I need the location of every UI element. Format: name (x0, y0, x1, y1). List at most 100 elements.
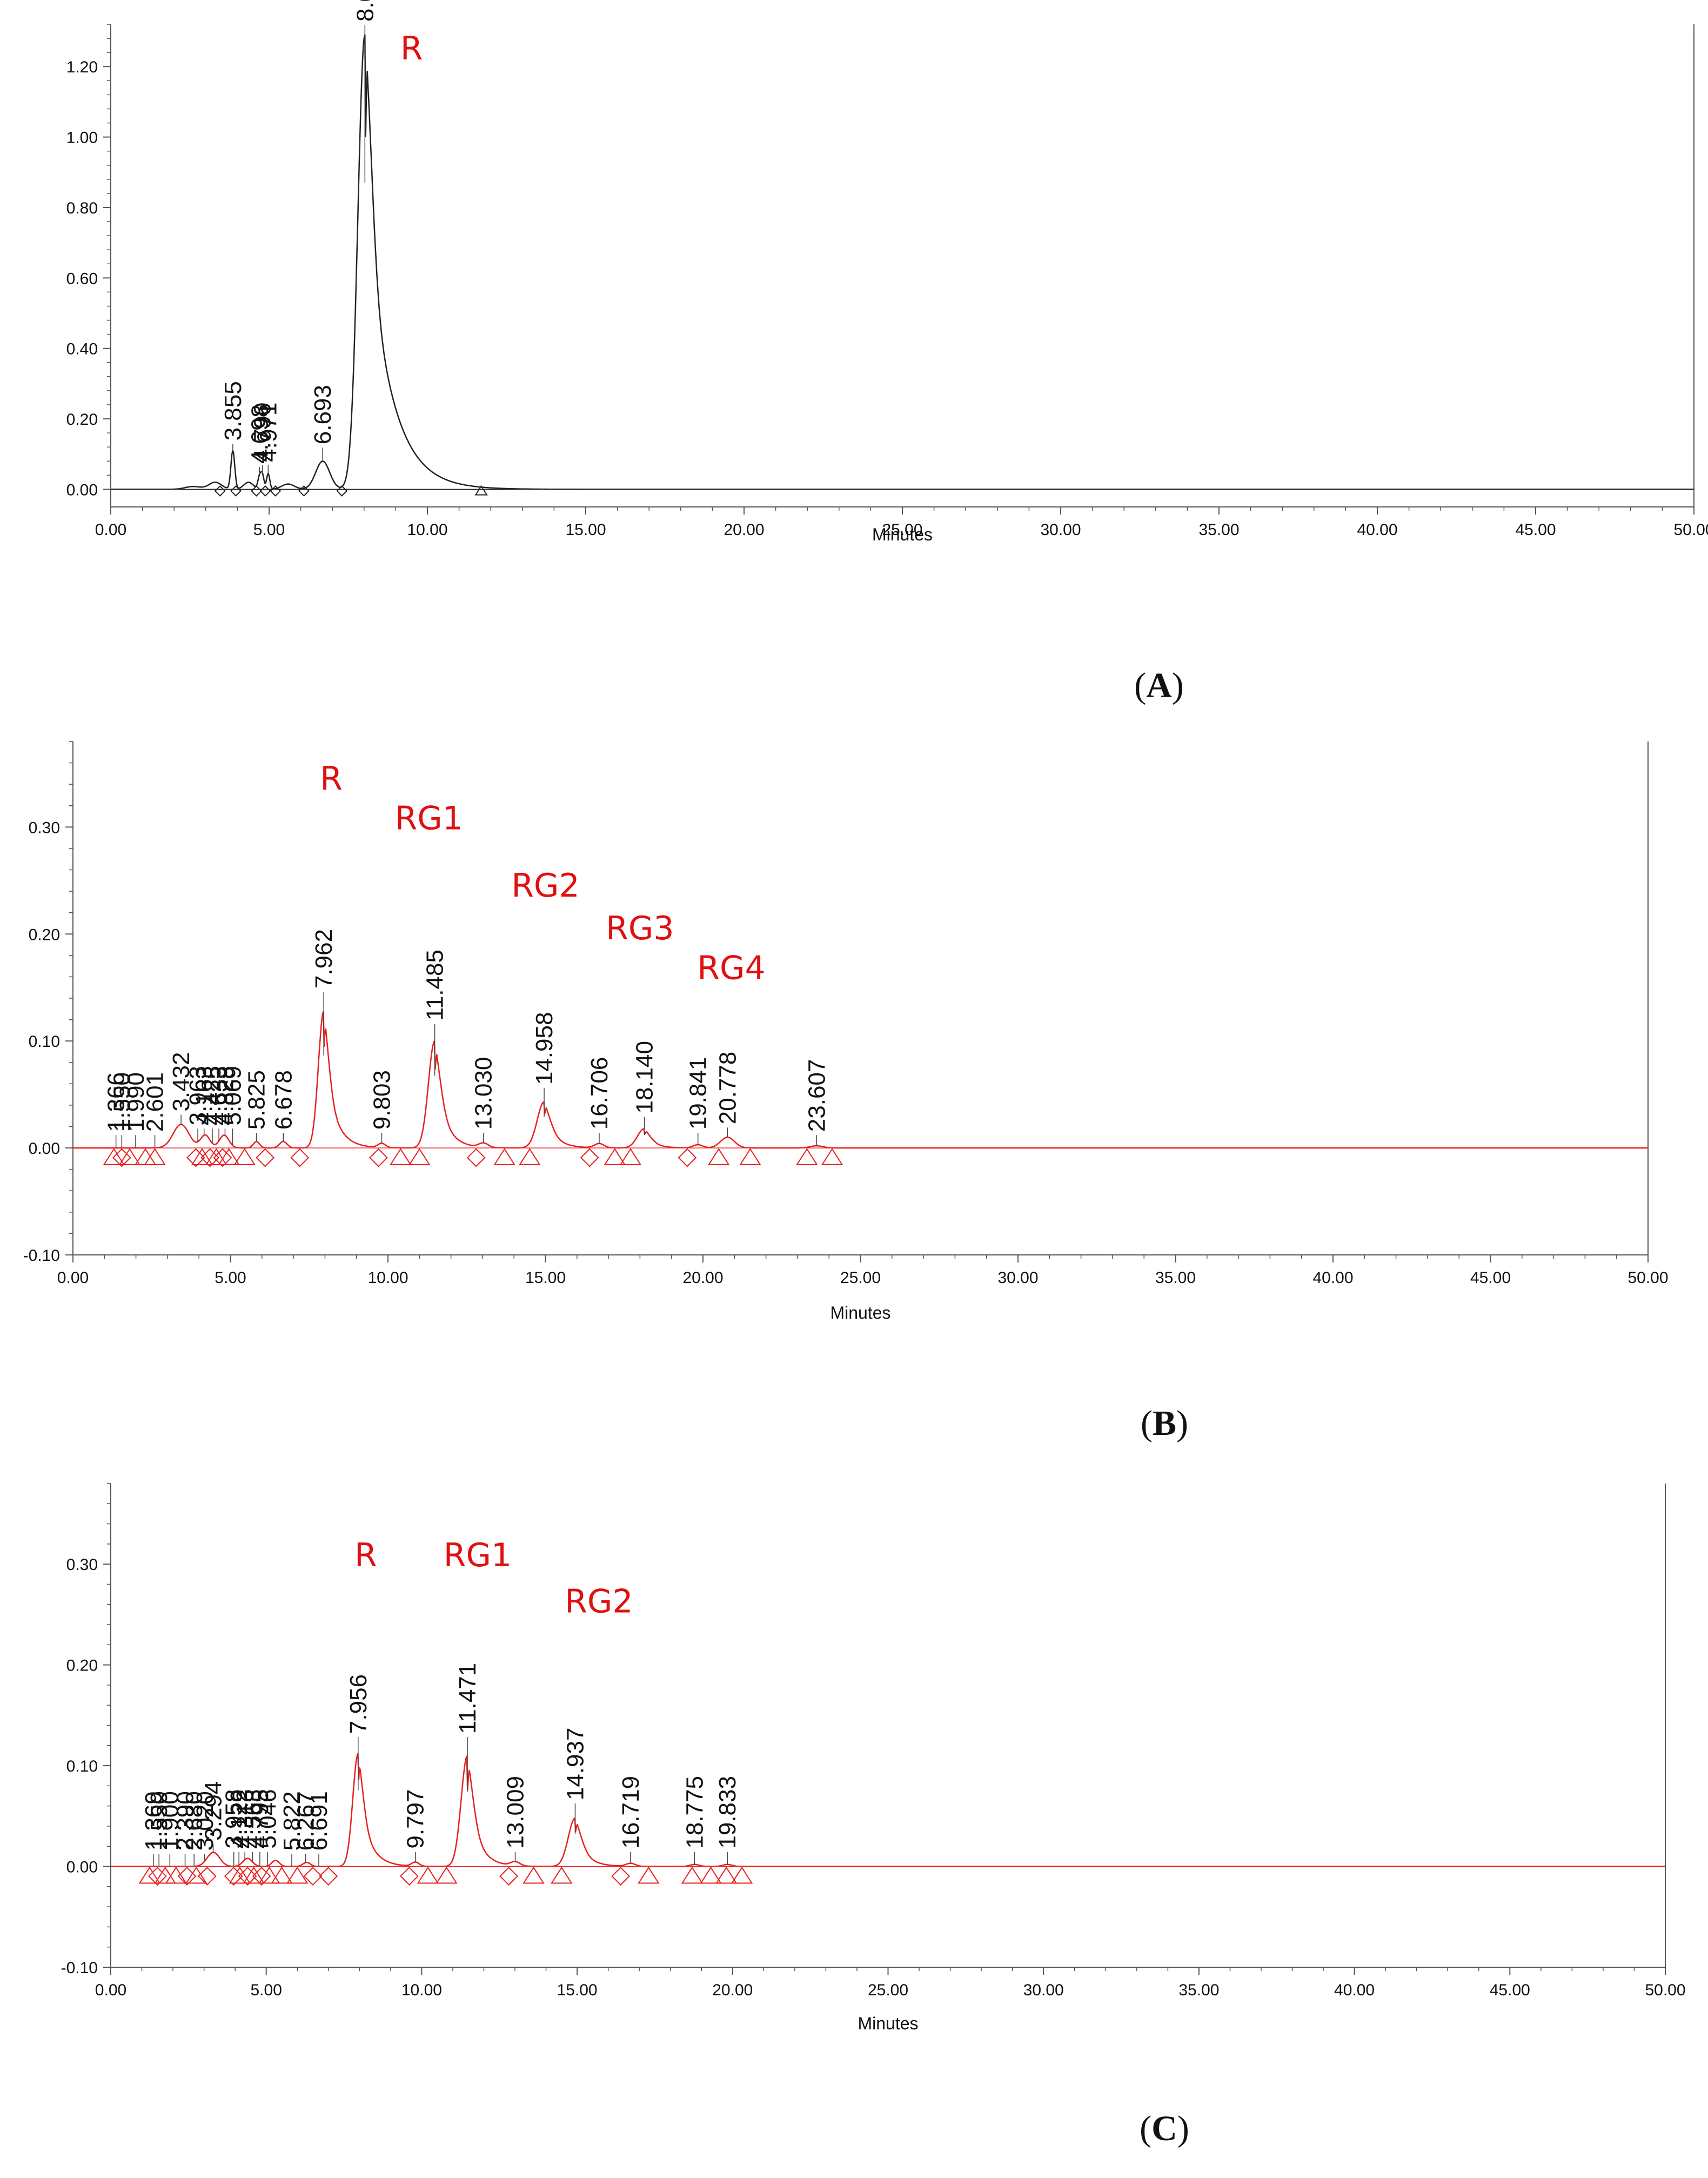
y-tick-label: 0.20 (29, 926, 60, 944)
integration-marker-triangle (681, 1866, 704, 1884)
peak-label: 4.795 (247, 1789, 273, 1849)
panel-label-close-paren: ) (1172, 666, 1184, 705)
x-tick-label: 45.00 (1490, 1981, 1530, 1999)
panel-label-a: (A) (1134, 666, 1184, 705)
peak-label: 1.990 (123, 1072, 149, 1132)
peak-label: 4.633 (206, 1066, 232, 1125)
peak-label: 4.425 (199, 1066, 226, 1125)
compound-annotation: RG2 (511, 867, 579, 905)
peak-label: 9.803 (369, 1070, 396, 1130)
integration-marker-diamond (611, 1867, 631, 1886)
y-tick-label: 0.00 (66, 481, 98, 499)
x-tick-label: 20.00 (682, 1269, 723, 1287)
x-tick-label: 40.00 (1357, 521, 1397, 539)
y-tick-label: 0.60 (66, 270, 98, 288)
compound-annotation: RG4 (697, 949, 765, 987)
integration-marker-diamond (399, 1867, 419, 1886)
integration-marker-triangle (474, 485, 488, 496)
peak-label: 5.046 (254, 1789, 281, 1849)
signal-trace-a (111, 34, 1694, 490)
signal-trace-b (73, 1011, 1648, 1149)
integration-marker-diamond (466, 1148, 486, 1167)
integration-marker-diamond (303, 1867, 323, 1886)
integration-marker-diamond (214, 485, 226, 497)
integration-marker-diamond (369, 1148, 388, 1167)
x-tick-label: 35.00 (1178, 1981, 1219, 1999)
integration-marker-triangle (821, 1148, 843, 1165)
y-tick-label: 1.00 (66, 129, 98, 147)
panel-label-letter: C (1151, 2109, 1177, 2148)
peak-label: 8.026 (352, 0, 378, 22)
peak-label: 4.163 (191, 1066, 218, 1125)
integration-marker-diamond (580, 1148, 599, 1167)
peak-label: 9.797 (403, 1789, 429, 1849)
peak-label: 2.390 (172, 1791, 199, 1850)
axis-ticks-b: 0.00 5.00 10.00 15.00 20.00 25.00 30.00 35.00 40… (23, 741, 1669, 1287)
integration-marker-diamond (298, 485, 310, 497)
x-tick-label: 45.00 (1470, 1269, 1511, 1287)
peak-label: 13.030 (471, 1057, 497, 1130)
y-tick-label: 0.30 (29, 819, 60, 837)
y-tick-label: 0.20 (66, 411, 98, 429)
integration-marker-triangle (707, 1148, 730, 1165)
x-tick-label: 35.00 (1155, 1269, 1196, 1287)
integration-marker-diamond (678, 1148, 697, 1167)
panel-label-letter: B (1153, 1404, 1176, 1443)
peak-label: 18.775 (681, 1776, 708, 1849)
integration-marker-triangle (103, 1148, 125, 1165)
peak-label: 6.691 (306, 1791, 332, 1850)
peak-label: 16.719 (618, 1776, 644, 1849)
integration-marker-triangle (390, 1148, 412, 1165)
integration-marker-triangle (243, 1866, 265, 1884)
chromatogram-panel-c: (C) R RG1 RG2 0.00 5.00 10.00 15.00 20.00 25.00… (61, 1483, 1686, 2148)
integration-marker-triangle (271, 1866, 293, 1884)
peak-label: 4.563 (240, 1789, 266, 1849)
y-tick-label: 0.10 (29, 1033, 60, 1051)
peak-label: 3.294 (200, 1781, 227, 1841)
integration-marker-triangle (700, 1866, 722, 1884)
x-tick-label: 5.00 (253, 521, 285, 539)
integration-marker-triangle (218, 1148, 240, 1165)
integration-marker-triangle (715, 1866, 738, 1884)
x-tick-label: 30.00 (1023, 1981, 1064, 1999)
integration-marker-diamond (319, 1867, 338, 1886)
panel-label-c: (C) (1140, 2109, 1189, 2148)
y-tick-label: -0.10 (61, 1959, 98, 1977)
x-tick-label: 0.00 (95, 1981, 126, 1999)
integration-marker-triangle (408, 1148, 431, 1165)
x-tick-label: 40.00 (1334, 1981, 1375, 1999)
integration-marker-diamond (148, 1867, 167, 1886)
peak-label: 6.693 (310, 385, 336, 444)
axis-ticks-c: 0.00 5.00 10.00 15.00 20.00 25.00 30.00 35.00 40… (61, 1483, 1686, 1999)
panel-label-b: (B) (1141, 1404, 1188, 1443)
signal-trace-c (111, 1753, 1665, 1867)
peak-label: 5.069 (220, 1066, 246, 1125)
x-tick-label: 50.00 (1645, 1981, 1685, 1999)
x-axis-label-a: Minutes (872, 525, 933, 544)
compound-annotation: R (320, 760, 343, 798)
x-tick-label: 50.00 (1627, 1269, 1668, 1287)
y-tick-label: 1.20 (66, 58, 98, 76)
chromatogram-panel-b: (B) R RG1 RG2 RG3 RG4 0.00 5.00 10.00 15.00 20.0… (23, 741, 1669, 1443)
x-axis-label-b: Minutes (830, 1303, 890, 1322)
x-tick-label: 10.00 (401, 1981, 442, 1999)
integration-marker-diamond (252, 1867, 271, 1886)
peak-label: 3.963 (185, 1066, 211, 1125)
peak-label: 18.140 (632, 1041, 658, 1114)
integration-markers-b (103, 1148, 843, 1167)
peak-label: 11.485 (422, 950, 448, 1020)
peak-label: 13.009 (503, 1776, 529, 1849)
x-tick-label: 20.00 (724, 521, 764, 539)
integration-marker-diamond (112, 1148, 131, 1167)
integration-marker-triangle (638, 1866, 660, 1884)
peak-label: 4.122 (226, 1789, 252, 1849)
integration-marker-triangle (233, 1148, 256, 1165)
integration-marker-diamond (186, 1148, 205, 1167)
peak-label: 14.937 (562, 1728, 588, 1801)
panel-label-letter: A (1146, 666, 1172, 705)
integration-marker-diamond (256, 1148, 275, 1167)
peak-label: 16.706 (586, 1057, 613, 1130)
integration-marker-triangle (286, 1866, 309, 1884)
